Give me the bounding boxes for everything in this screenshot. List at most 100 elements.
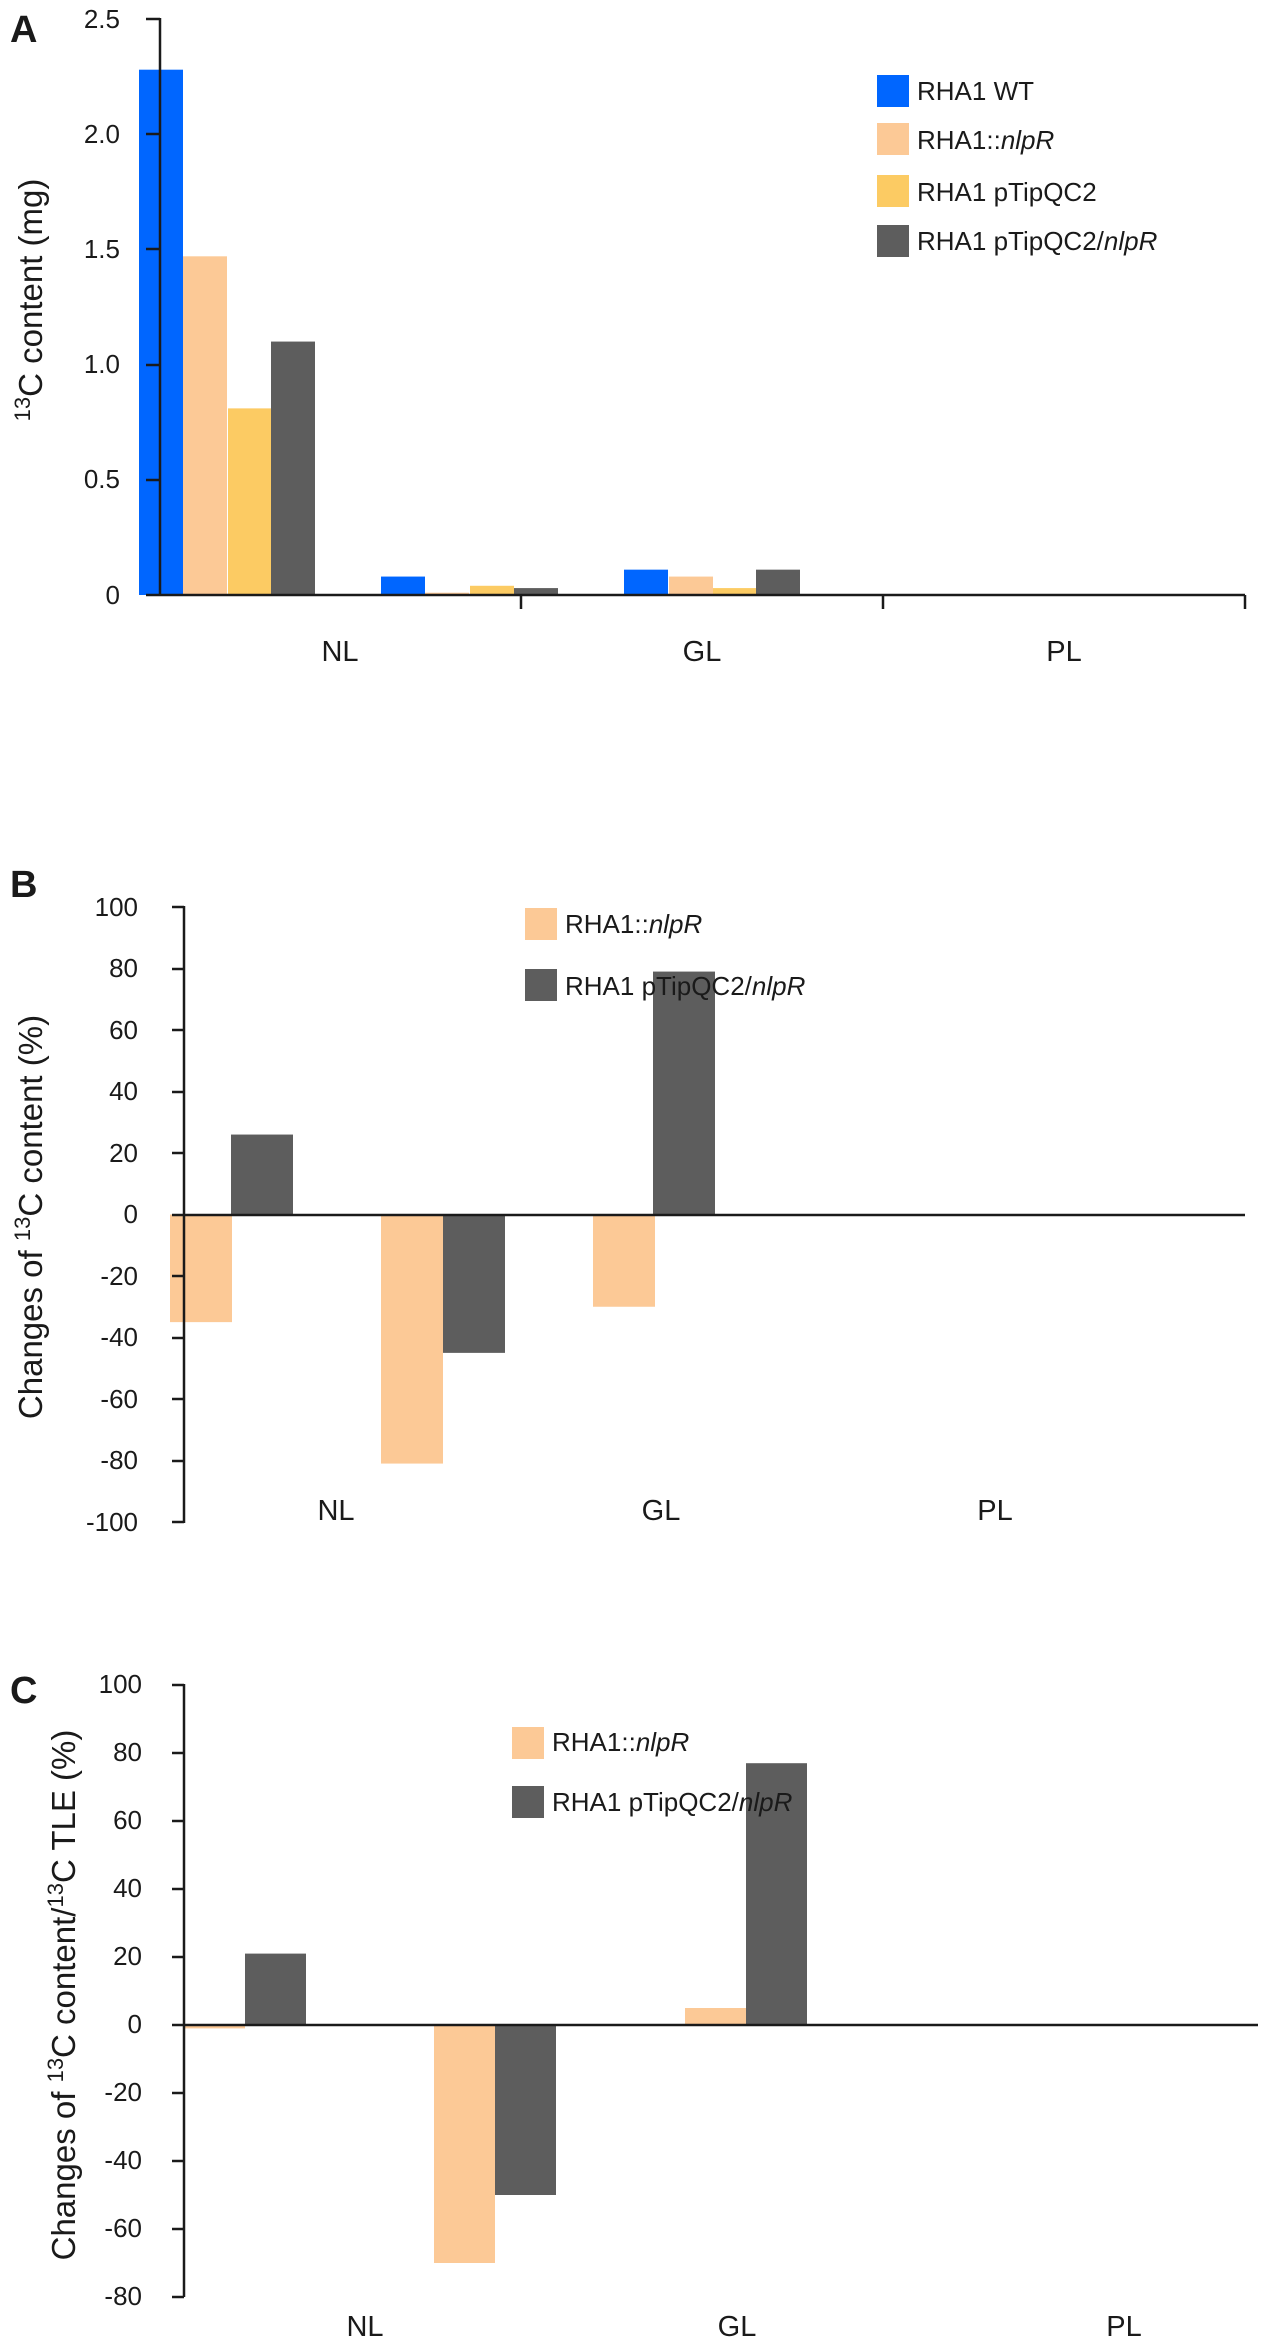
bar-a-pl-rha1-wt <box>624 569 668 595</box>
panel-c-y-ticks: 100 80 60 40 20 0 -20 -40 -60 -80 <box>99 1669 142 2311</box>
panel-a-ylabel-sup: 13 <box>10 397 35 421</box>
bar-c-gl-rha1-ptipqc2-nlpr <box>495 2025 556 2195</box>
panel-b-ytick-label: 100 <box>95 892 138 922</box>
bar-b-gl-rha1-nlpr <box>381 1214 443 1464</box>
panel-b-x-categories: NL GL PL <box>317 1495 1012 1527</box>
panel-c-ytick-label: -20 <box>104 2077 142 2107</box>
panel-c-ytick-label: -40 <box>104 2145 142 2175</box>
panel-b-ytick-label: -80 <box>100 1445 138 1475</box>
panel-a-ytick-label: 1.5 <box>84 234 120 264</box>
legend-swatch-rha1-nlpr <box>512 1727 544 1759</box>
legend-label-rha1-nlpr: RHA1::nlpR <box>917 125 1054 155</box>
panel-b-letter: B <box>10 864 37 906</box>
legend-swatch-rha1-wt <box>877 75 909 107</box>
legend-swatch-rha1-nlpr <box>877 123 909 155</box>
panel-c-x-categories: NL GL PL <box>346 2311 1141 2342</box>
bar-c-gl-rha1-nlpr <box>434 2025 495 2263</box>
panel-a-legend: RHA1 WT RHA1::nlpR RHA1 pTipQC2 RHA1 pTi… <box>877 75 1157 257</box>
bar-b-pl-rha1-ptipqc2-nlpr <box>653 971 715 1215</box>
panel-a-category-label: PL <box>1046 636 1081 668</box>
bar-c-pl-rha1-ptipqc2-nlpr <box>746 1763 807 2025</box>
legend-swatch-rha1-ptipqc2 <box>877 175 909 207</box>
panel-c-ytick-label: 100 <box>99 1669 142 1699</box>
legend-swatch-rha1-nlpr <box>525 908 557 940</box>
legend-swatch-rha1-ptipqc2-nlpr <box>512 1786 544 1818</box>
panel-b-ytick-label: -20 <box>100 1261 138 1291</box>
panel-b-ytick-label: 20 <box>109 1138 138 1168</box>
panel-c-ytick-label: 60 <box>113 1805 142 1835</box>
panel-c-category-label: GL <box>718 2311 757 2342</box>
panel-a-x-categories: NL GL PL <box>321 636 1081 668</box>
panel-b-category-label: PL <box>977 1495 1012 1527</box>
panel-c-axes <box>172 1683 1258 2299</box>
panel-a-ytick-label: 2.0 <box>84 119 120 149</box>
bar-b-nl-rha1-ptipqc2-nlpr <box>231 1134 293 1215</box>
panel-b-category-label: NL <box>317 1495 354 1527</box>
panel-a-letter: A <box>10 9 37 51</box>
panel-c-ytick-label: 20 <box>113 1941 142 1971</box>
bar-a-nl-rha1-ptipqc2 <box>228 408 272 595</box>
panel-c-ytick-label: 0 <box>128 2009 142 2039</box>
legend-label-rha1-wt: RHA1 WT <box>917 76 1034 106</box>
bar-b-pl-rha1-nlpr <box>593 1214 655 1307</box>
bar-a-pl-rha1-nlpr <box>669 576 713 595</box>
panel-b: B Changes of 13C content (%) 100 80 60 4… <box>10 864 1245 1537</box>
legend-swatch-rha1-ptipqc2-nlpr <box>877 225 909 257</box>
panel-b-legend: RHA1::nlpR RHA1 pTipQC2/nlpR <box>525 908 805 1001</box>
legend-label-rha1-ptipqc2-nlpr: RHA1 pTipQC2/nlpR <box>565 971 805 1001</box>
legend-swatch-rha1-ptipqc2-nlpr <box>525 969 557 1001</box>
panel-c-ytick-label: -60 <box>104 2213 142 2243</box>
bar-a-nl-rha1-nlpr <box>183 256 227 595</box>
panel-a-ylabel-text: C content (mg) <box>12 179 49 397</box>
panel-c-y-axis-label: Changes of 13C content/13C TLE (%) <box>43 1730 83 2261</box>
bar-c-pl-rha1-nlpr <box>685 2008 746 2025</box>
panel-a-y-axis-label: 13C content (mg) <box>10 179 50 422</box>
panel-c-ytick-label: 40 <box>113 1873 142 1903</box>
legend-label-rha1-ptipqc2: RHA1 pTipQC2 <box>917 177 1097 207</box>
bar-b-gl-rha1-ptipqc2-nlpr <box>443 1214 505 1353</box>
panel-a: A 13C content (mg) 2.5 2.0 1.5 1.0 0.5 0… <box>10 4 1247 668</box>
panel-a-axes <box>146 17 1247 609</box>
bar-a-gl-rha1-ptipqc2 <box>470 585 514 595</box>
panel-c-legend: RHA1::nlpR RHA1 pTipQC2/nlpR <box>512 1727 792 1818</box>
panel-a-ytick-label: 0 <box>106 580 120 610</box>
legend-label-rha1-ptipqc2-nlpr: RHA1 pTipQC2/nlpR <box>917 226 1157 256</box>
panel-c: C Changes of 13C content/13C TLE (%) 100… <box>10 1669 1258 2342</box>
panel-b-axes <box>172 905 1245 1524</box>
panel-a-bars <box>139 69 800 596</box>
panel-c-bars <box>184 1763 807 2263</box>
panel-a-ytick-label: 0.5 <box>84 464 120 494</box>
panel-b-ytick-label: -100 <box>86 1507 138 1537</box>
panel-b-bars <box>170 971 715 1464</box>
panel-c-category-label: NL <box>346 2311 383 2342</box>
legend-label-rha1-ptipqc2-nlpr: RHA1 pTipQC2/nlpR <box>552 1787 792 1817</box>
panel-a-ytick-label: 2.5 <box>84 4 120 34</box>
panel-c-letter: C <box>10 1670 37 1712</box>
bar-a-gl-rha1-wt <box>381 576 425 595</box>
bar-a-nl-rha1-ptipqc2-nlpr <box>271 341 315 595</box>
panel-b-category-label: GL <box>642 1495 681 1527</box>
panel-c-ytick-label: -80 <box>104 2281 142 2311</box>
panel-b-ytick-label: 80 <box>109 953 138 983</box>
legend-label-rha1-nlpr: RHA1::nlpR <box>552 1727 689 1757</box>
bar-a-pl-rha1-ptipqc2-nlpr <box>756 569 800 595</box>
panel-b-y-ticks: 100 80 60 40 20 0 -20 -40 -60 -80 -100 <box>86 892 138 1537</box>
panel-b-ytick-label: 60 <box>109 1015 138 1045</box>
panel-b-ytick-label: 40 <box>109 1076 138 1106</box>
legend-label-rha1-nlpr: RHA1::nlpR <box>565 909 702 939</box>
bar-b-nl-rha1-nlpr <box>170 1214 232 1323</box>
panel-b-ytick-label: 0 <box>124 1199 138 1229</box>
panel-a-y-ticks: 2.5 2.0 1.5 1.0 0.5 0 <box>84 4 120 610</box>
panel-a-category-label: NL <box>321 636 358 668</box>
bar-a-gl-rha1-ptipqc2-nlpr <box>514 588 558 595</box>
bar-c-nl-rha1-nlpr <box>184 2025 245 2029</box>
panel-b-ytick-label: -60 <box>100 1384 138 1414</box>
bar-a-pl-rha1-ptipqc2 <box>713 588 757 595</box>
panel-c-ytick-label: 80 <box>113 1737 142 1767</box>
panel-a-ytick-label: 1.0 <box>84 349 120 379</box>
panel-c-category-label: PL <box>1106 2311 1141 2342</box>
bar-c-nl-rha1-ptipqc2-nlpr <box>245 1953 306 2025</box>
panel-b-ytick-label: -40 <box>100 1322 138 1352</box>
panel-b-y-axis-label: Changes of 13C content (%) <box>10 1015 50 1419</box>
